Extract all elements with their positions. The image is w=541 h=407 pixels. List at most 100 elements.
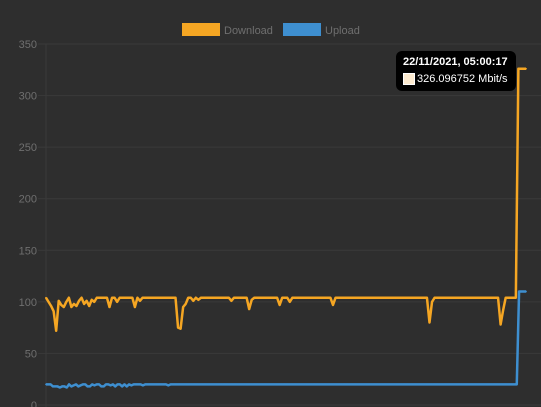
data-point-upload bbox=[79, 384, 82, 387]
y-tick-label: 250 bbox=[19, 142, 37, 154]
data-point-upload bbox=[144, 383, 147, 386]
data-point-download bbox=[202, 296, 205, 299]
data-point-download bbox=[286, 296, 289, 299]
data-point-download bbox=[281, 296, 284, 299]
data-point-upload bbox=[423, 383, 426, 386]
data-point-upload bbox=[467, 383, 470, 386]
data-point-download bbox=[222, 296, 225, 299]
data-point-download bbox=[235, 296, 238, 299]
data-point-download bbox=[431, 300, 433, 303]
data-point-upload bbox=[483, 383, 486, 386]
data-point-upload bbox=[107, 383, 110, 386]
data-point-download bbox=[88, 305, 91, 307]
tooltip-row: 326.096752 Mbit/s bbox=[403, 73, 508, 85]
data-point-upload bbox=[340, 383, 343, 386]
data-point-upload bbox=[377, 383, 380, 386]
data-point-download bbox=[319, 296, 322, 299]
data-point-upload bbox=[118, 383, 121, 386]
data-point-upload bbox=[349, 383, 352, 386]
data-point-download bbox=[83, 303, 85, 305]
data-point-upload bbox=[301, 383, 304, 386]
data-point-upload bbox=[287, 383, 290, 386]
data-point-upload bbox=[165, 383, 167, 386]
data-point-download bbox=[291, 296, 294, 299]
data-point-download bbox=[57, 299, 60, 302]
data-point-upload bbox=[220, 383, 223, 386]
data-point-upload bbox=[285, 383, 287, 386]
data-point-download bbox=[329, 296, 332, 299]
data-point-upload bbox=[227, 383, 230, 386]
data-point-download bbox=[311, 296, 314, 299]
data-point-upload bbox=[407, 383, 410, 386]
data-point-download bbox=[408, 296, 411, 299]
data-point-download bbox=[512, 296, 515, 299]
data-point-download bbox=[172, 296, 174, 299]
data-point-upload bbox=[462, 383, 465, 386]
data-point-upload bbox=[511, 383, 514, 386]
data-point-download bbox=[116, 300, 119, 303]
data-point-upload bbox=[61, 385, 64, 388]
data-point-upload bbox=[312, 383, 315, 386]
data-point-download bbox=[299, 296, 301, 299]
data-point-download bbox=[95, 296, 98, 299]
tooltip-value: 326.096752 Mbit/s bbox=[417, 73, 508, 85]
data-point-download bbox=[55, 329, 58, 332]
data-point-download bbox=[283, 296, 286, 299]
data-point-upload bbox=[508, 383, 511, 386]
data-point-upload bbox=[169, 383, 172, 386]
data-point-upload bbox=[478, 383, 481, 386]
data-point-upload bbox=[361, 383, 364, 386]
data-point-upload bbox=[305, 383, 308, 386]
data-point-upload bbox=[308, 383, 310, 386]
data-point-upload bbox=[130, 384, 133, 387]
data-point-upload bbox=[430, 383, 433, 386]
y-tick-label: 50 bbox=[25, 348, 37, 360]
data-point-download bbox=[502, 309, 505, 312]
data-point-download bbox=[441, 296, 444, 299]
data-point-upload bbox=[139, 383, 142, 386]
data-point-download bbox=[192, 299, 195, 302]
data-point-upload bbox=[206, 383, 209, 386]
data-point-upload bbox=[114, 385, 117, 388]
data-point-upload bbox=[282, 383, 285, 386]
data-point-download bbox=[179, 327, 182, 330]
legend-item-download[interactable]: Download bbox=[182, 23, 273, 37]
data-point-download bbox=[365, 296, 367, 299]
data-point-download bbox=[481, 296, 484, 299]
data-point-download bbox=[106, 296, 108, 299]
data-point-upload bbox=[294, 383, 297, 386]
data-point-download bbox=[169, 296, 172, 299]
data-point-upload bbox=[522, 290, 525, 293]
data-point-upload bbox=[485, 383, 488, 386]
data-point-upload bbox=[229, 383, 232, 386]
data-point-download bbox=[288, 300, 291, 303]
data-point-upload bbox=[319, 383, 322, 386]
data-point-upload bbox=[86, 385, 89, 388]
data-point-download bbox=[443, 296, 446, 299]
data-point-upload bbox=[331, 383, 334, 386]
data-point-upload bbox=[268, 383, 271, 386]
data-point-upload bbox=[63, 385, 66, 388]
data-point-upload bbox=[497, 383, 500, 386]
data-point-upload bbox=[234, 383, 237, 386]
data-point-download bbox=[240, 296, 243, 299]
data-point-upload bbox=[515, 383, 518, 386]
data-point-upload bbox=[218, 383, 220, 386]
data-point-download bbox=[525, 67, 527, 70]
data-point-upload bbox=[481, 383, 484, 386]
series-line-upload bbox=[46, 290, 526, 389]
data-point-download bbox=[390, 296, 393, 299]
data-point-download bbox=[250, 298, 253, 301]
data-point-upload bbox=[384, 383, 387, 386]
data-point-upload bbox=[56, 385, 59, 388]
data-point-upload bbox=[275, 383, 278, 386]
data-point-download bbox=[182, 306, 185, 308]
data-point-upload bbox=[518, 290, 520, 293]
legend[interactable]: Download Upload bbox=[182, 23, 360, 37]
data-point-download bbox=[167, 296, 169, 299]
legend-item-upload[interactable]: Upload bbox=[283, 23, 360, 37]
data-point-download bbox=[200, 296, 202, 299]
data-point-download bbox=[316, 296, 319, 299]
data-point-upload bbox=[238, 383, 241, 386]
data-point-upload bbox=[365, 383, 368, 386]
